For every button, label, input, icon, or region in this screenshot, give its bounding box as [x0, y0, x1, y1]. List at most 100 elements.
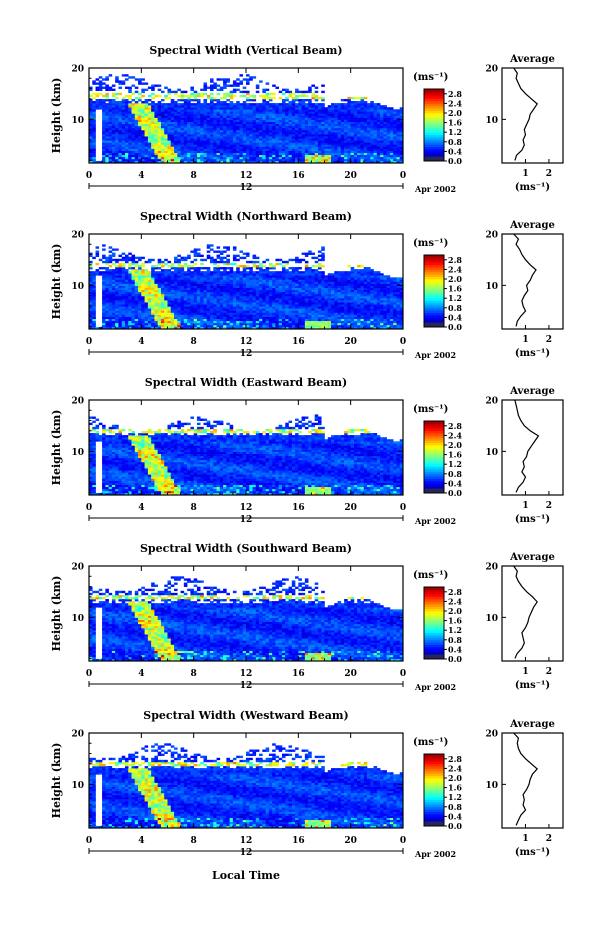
heatmap-cell	[102, 312, 106, 314]
heatmap-cell	[122, 317, 126, 319]
heatmap-cell	[223, 103, 227, 105]
heatmap-cell	[266, 312, 270, 314]
heatmap-cell	[112, 292, 116, 294]
heatmap-cell	[200, 111, 204, 113]
heatmap-cell	[210, 140, 214, 142]
heatmap-cell	[122, 267, 126, 269]
heatmap-cell	[151, 275, 155, 277]
heatmap-cell	[233, 284, 237, 286]
heatmap-cell	[122, 118, 126, 120]
heatmap-cell	[210, 142, 214, 144]
heatmap-cell	[102, 315, 106, 317]
heatmap-cell	[289, 151, 293, 153]
heatmap-cell	[325, 116, 329, 118]
heatmap-cell	[168, 103, 172, 105]
heatmap-cell	[187, 300, 191, 302]
heatmap-cell	[207, 251, 211, 253]
heatmap-cell	[292, 93, 296, 95]
heatmap-cell	[132, 257, 136, 259]
heatmap-cell	[102, 155, 106, 157]
heatmap-cell	[154, 149, 158, 151]
heatmap-cell	[357, 155, 361, 157]
heatmap-cell	[171, 128, 175, 130]
heatmap-cell	[357, 144, 361, 146]
heatmap-cell	[210, 136, 214, 138]
heatmap-cell	[341, 136, 345, 138]
heatmap-cell	[387, 113, 391, 115]
heatmap-cell	[279, 151, 283, 153]
heatmap-cell	[132, 136, 136, 138]
heatmap-cell	[105, 138, 109, 140]
heatmap-cell	[197, 296, 201, 298]
heatmap-cell	[148, 271, 152, 273]
heatmap-cell	[383, 136, 387, 138]
heatmap-cell	[128, 122, 132, 124]
heatmap-cell	[197, 157, 201, 159]
heatmap-cell	[279, 153, 283, 155]
heatmap-cell	[311, 122, 315, 124]
heatmap-cell	[217, 93, 221, 95]
heatmap-cell	[246, 113, 250, 115]
heatmap-cell	[321, 105, 325, 107]
heatmap-cell	[253, 284, 257, 286]
heatmap-cell	[256, 284, 260, 286]
heatmap-cell	[177, 142, 181, 144]
heatmap-cell	[213, 97, 217, 99]
heatmap-cell	[275, 151, 279, 153]
heatmap-cell	[370, 118, 374, 120]
heatmap-cell	[239, 300, 243, 302]
heatmap-cell	[230, 136, 234, 138]
heatmap-cell	[168, 124, 172, 126]
heatmap-cell	[305, 157, 309, 159]
heatmap-cell	[289, 103, 293, 105]
heatmap-cell	[181, 97, 185, 99]
heatmap-cell	[168, 304, 172, 306]
heatmap-cell	[128, 319, 132, 321]
heatmap-cell	[118, 319, 122, 321]
heatmap-cell	[305, 132, 309, 134]
heatmap-cell	[92, 120, 96, 122]
heatmap-cell	[112, 157, 116, 159]
heatmap-cell	[292, 103, 296, 105]
heatmap-cell	[168, 149, 172, 151]
heatmap-cell	[285, 122, 289, 124]
heatmap-cell	[154, 136, 158, 138]
heatmap-cell	[187, 95, 191, 97]
heatmap-cell	[151, 126, 155, 128]
heatmap-cell	[285, 155, 289, 157]
heatmap-cell	[279, 134, 283, 136]
heatmap-cell	[145, 300, 149, 302]
heatmap-cell	[341, 124, 345, 126]
heatmap-cell	[256, 315, 260, 317]
heatmap-cell	[236, 155, 240, 157]
heatmap-cell	[151, 279, 155, 281]
heatmap-cell	[393, 140, 397, 142]
heatmap-cell	[141, 265, 145, 267]
heatmap-cell	[236, 298, 240, 300]
heatmap-cell	[187, 292, 191, 294]
heatmap-cell	[154, 142, 158, 144]
heatmap-cell	[102, 95, 106, 97]
heatmap-cell	[213, 323, 217, 325]
heatmap-cell	[226, 111, 230, 113]
heatmap-cell	[154, 296, 158, 298]
heatmap-cell	[266, 298, 270, 300]
heatmap-cell	[236, 271, 240, 273]
heatmap-cell	[256, 122, 260, 124]
heatmap-cell	[181, 315, 185, 317]
heatmap-cell	[220, 282, 224, 284]
heatmap-cell	[233, 128, 237, 130]
heatmap-cell	[396, 149, 400, 151]
heatmap-cell	[132, 130, 136, 132]
heatmap-cell	[390, 107, 394, 109]
heatmap-cell	[289, 128, 293, 130]
heatmap-cell	[298, 146, 302, 148]
heatmap-cell	[269, 308, 273, 310]
heatmap-cell	[181, 140, 185, 142]
heatmap-cell	[207, 244, 211, 246]
heatmap-cell	[390, 124, 394, 126]
heatmap-cell	[92, 286, 96, 288]
heatmap-cell	[253, 296, 257, 298]
heatmap-cell	[96, 246, 100, 248]
heatmap-cell	[321, 149, 325, 151]
